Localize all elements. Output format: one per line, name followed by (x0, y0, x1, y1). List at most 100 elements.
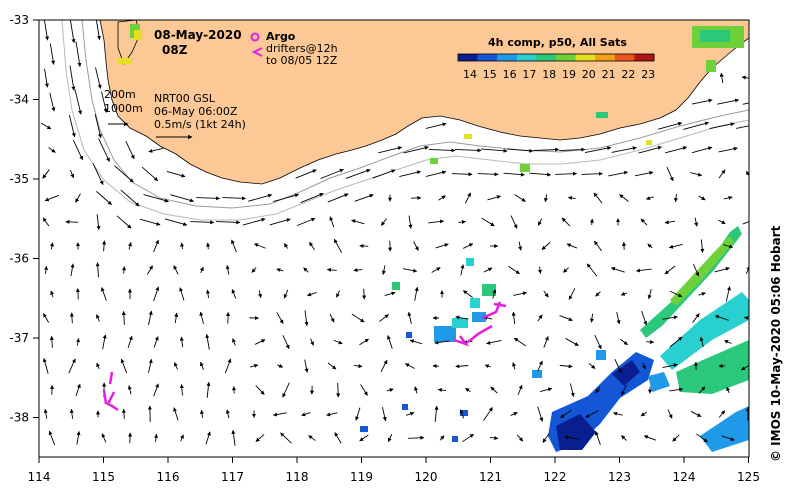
colorbar-tick-label: 22 (621, 68, 635, 81)
colorbar-swatch (477, 54, 498, 61)
current-vector (458, 219, 466, 225)
current-vector (673, 194, 678, 203)
current-vector (621, 435, 627, 441)
current-vector (425, 122, 447, 129)
colorbar-tick-label: 21 (602, 68, 616, 81)
current-vector (533, 147, 560, 152)
current-vector (309, 241, 315, 250)
x-tick-label: 115 (92, 470, 115, 484)
current-vector (96, 314, 100, 322)
current-vector (490, 386, 498, 394)
current-vector (658, 121, 683, 130)
current-vector (669, 336, 683, 348)
current-vector (327, 193, 349, 203)
current-vector (610, 267, 625, 273)
current-vector (694, 217, 699, 227)
current-vector (139, 218, 161, 226)
current-vector (543, 194, 548, 203)
current-vector (205, 431, 211, 445)
current-vector (561, 217, 571, 227)
current-vector (736, 125, 749, 129)
current-vector (173, 407, 179, 421)
current-vector (327, 362, 337, 370)
current-vector (512, 362, 516, 370)
current-vector (584, 146, 612, 154)
current-vector (50, 290, 55, 298)
current-vector (44, 68, 49, 88)
current-vector (231, 386, 237, 394)
current-vector (593, 192, 603, 204)
colorbar-swatch (497, 54, 518, 61)
colorbar-tick-label: 20 (582, 68, 596, 81)
current-vector (672, 434, 680, 442)
current-vector (620, 291, 627, 296)
current-vector (719, 72, 724, 84)
current-vector (272, 412, 287, 417)
current-vector (437, 387, 446, 392)
x-tick-label: 122 (544, 470, 567, 484)
colorbar-tick-label: 15 (483, 68, 497, 81)
current-vector (431, 267, 441, 273)
current-vector (276, 312, 284, 324)
current-vector (408, 435, 425, 440)
current-vector (148, 147, 164, 153)
current-vector (48, 147, 56, 153)
current-vector (425, 170, 447, 177)
current-vector (242, 217, 266, 226)
current-vector (718, 219, 726, 225)
y-axis: -33 -34 -35 -36 -37 -38 (9, 13, 39, 425)
colorbar-tick-label: 19 (562, 68, 576, 81)
current-vector (359, 243, 369, 248)
colorbar-frame (457, 53, 655, 62)
current-vector (643, 435, 656, 441)
current-vector (253, 243, 266, 249)
current-vector (333, 339, 343, 345)
current-vector (248, 193, 273, 202)
current-vector (42, 357, 49, 374)
current-vector (121, 310, 126, 325)
current-vector (320, 168, 344, 180)
current-vector (714, 314, 729, 321)
current-vector (147, 265, 153, 275)
current-vector (372, 169, 396, 179)
colorbar-swatch (634, 54, 655, 61)
current-vector (595, 386, 601, 394)
current-vector (310, 338, 314, 346)
current-vector (608, 170, 629, 177)
model-label: NRT00 GSL (154, 92, 216, 105)
y-tick-label: -35 (9, 172, 29, 186)
current-vector (564, 435, 580, 440)
current-vector (413, 241, 419, 251)
current-vector (296, 217, 316, 227)
current-vector (451, 172, 473, 177)
current-vector (489, 436, 499, 441)
current-vector (566, 243, 578, 249)
current-vector (120, 189, 140, 207)
current-vector (462, 243, 474, 249)
current-vector (206, 242, 211, 250)
current-vector (276, 268, 284, 272)
current-vector (619, 194, 629, 202)
current-vector (148, 310, 153, 326)
current-vector (634, 170, 654, 177)
current-vector (483, 407, 493, 421)
current-vector (748, 442, 749, 445)
current-vector (100, 287, 107, 301)
current-vector (742, 221, 749, 225)
current-vector (116, 215, 132, 229)
current-vector (282, 382, 290, 398)
current-vector (42, 169, 50, 179)
current-vector (75, 41, 82, 67)
current-vector (477, 172, 499, 177)
current-vector (748, 245, 749, 247)
current-vector (148, 358, 153, 373)
credit-label: © IMOS 10-May-2020 05:06 Hobart (769, 225, 783, 462)
y-tick-label: -36 (9, 252, 29, 266)
current-vector (43, 20, 50, 41)
plot-border (38, 19, 750, 458)
current-vector (329, 216, 335, 228)
y-tick-label: -33 (9, 13, 29, 27)
current-vector (667, 409, 673, 419)
current-vector (98, 138, 110, 162)
current-vector (114, 165, 134, 183)
